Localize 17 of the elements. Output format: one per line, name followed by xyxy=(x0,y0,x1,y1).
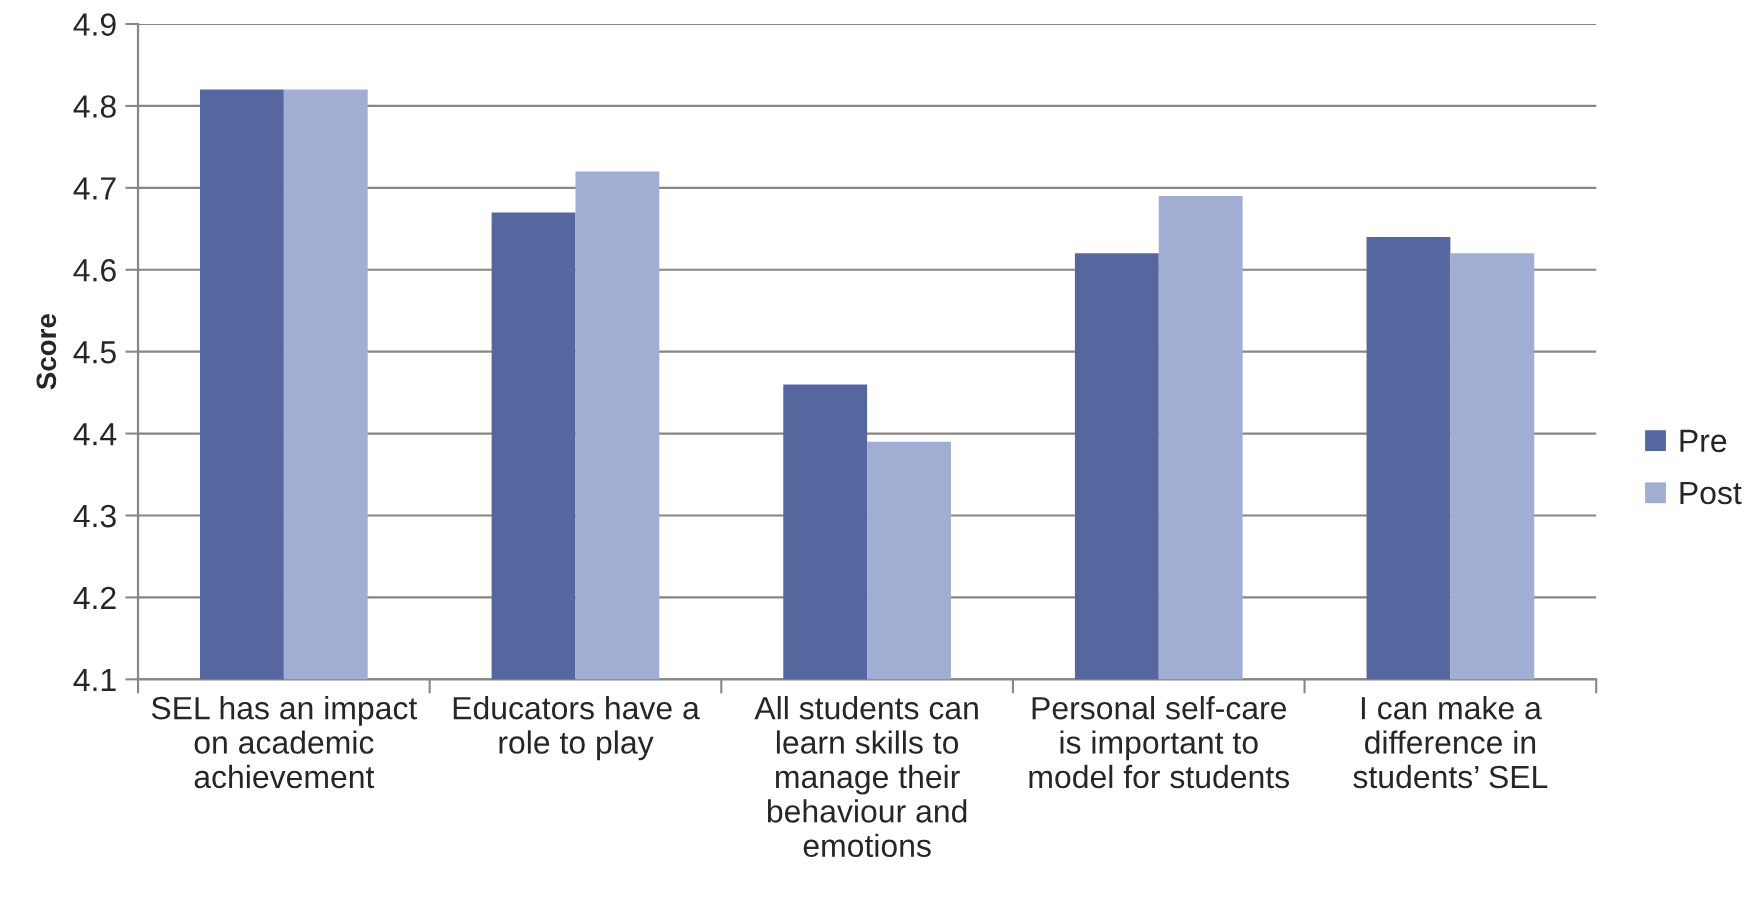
y-tick-label: 4.6 xyxy=(73,259,116,282)
x-tick-label: Personal self-care is important to model for students xyxy=(1029,695,1289,789)
legend-label: Post xyxy=(1680,481,1742,505)
y-tick-label: 4.1 xyxy=(73,668,116,691)
x-tick-label: Educators have a role to play xyxy=(453,695,700,761)
legend-label: Pre xyxy=(1680,429,1727,453)
y-axis-title: Score xyxy=(36,314,57,390)
y-tick-label: 4.5 xyxy=(73,341,116,364)
y-tick-label: 4.2 xyxy=(73,586,116,609)
x-tick-label: All students can learn skills to manage their behaviour and emotions xyxy=(754,695,978,858)
y-tick-label: 4.7 xyxy=(73,177,116,200)
y-tick-label: 4.9 xyxy=(73,13,116,36)
x-tick-label: SEL has an impact on academic achievement xyxy=(151,695,418,789)
y-tick-label: 4.8 xyxy=(73,95,116,118)
y-tick-label: 4.4 xyxy=(73,423,117,446)
x-tick-label: I can make a difference in students’ SEL xyxy=(1353,695,1548,789)
y-tick-label: 4.3 xyxy=(73,504,116,528)
